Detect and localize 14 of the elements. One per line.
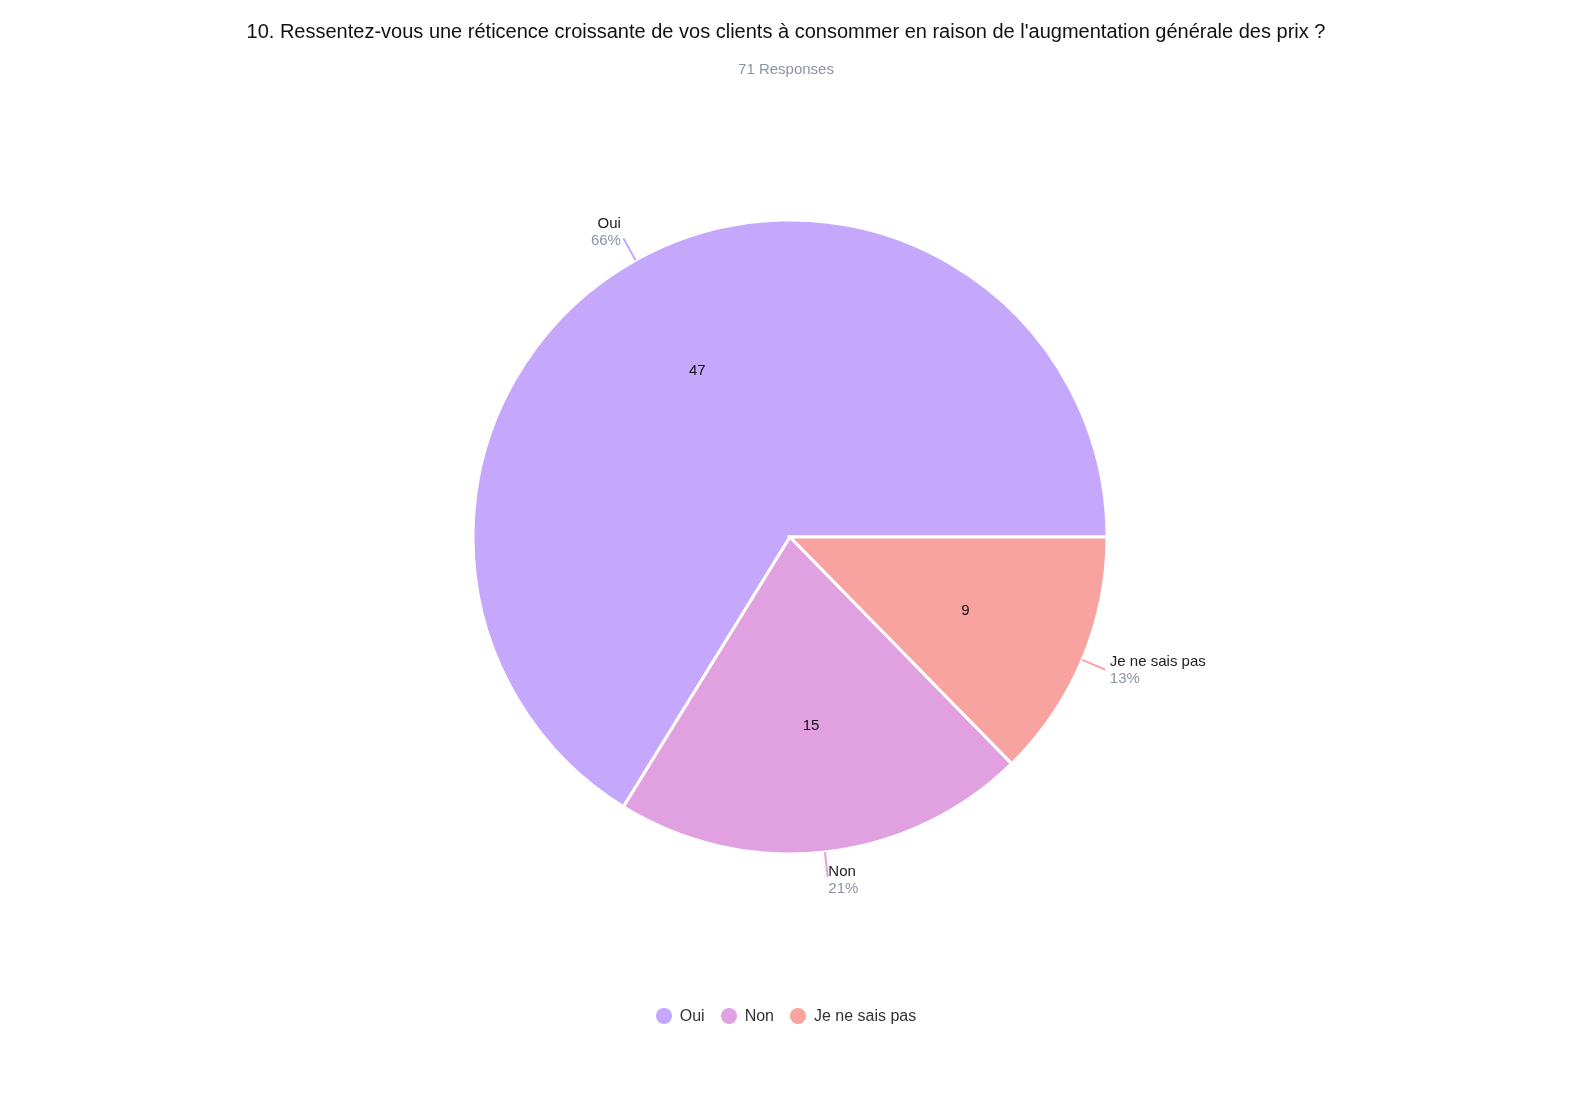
chart-title: 10. Ressentez-vous une réticence croissante de vos clients à consommer en raison de l'augmentation générale des prix ? <box>245 20 1327 43</box>
text: 21% <box>828 878 859 896</box>
text: 66% <box>590 230 621 248</box>
chart-subtitle: 71 Responses <box>737 60 835 77</box>
legend-label: Oui <box>679 1007 705 1025</box>
slice-label: Oui <box>597 213 621 231</box>
slice-label: Je ne sais pas <box>1109 651 1206 669</box>
text: 13% <box>1109 668 1140 686</box>
slice-label: Non <box>828 861 856 879</box>
legend-label: Non <box>744 1007 774 1025</box>
data-label: 15 <box>802 716 820 734</box>
legend-label: Je ne sais pas <box>813 1007 917 1025</box>
data-label: 47 <box>689 360 706 378</box>
data-label: 9 <box>961 600 970 618</box>
